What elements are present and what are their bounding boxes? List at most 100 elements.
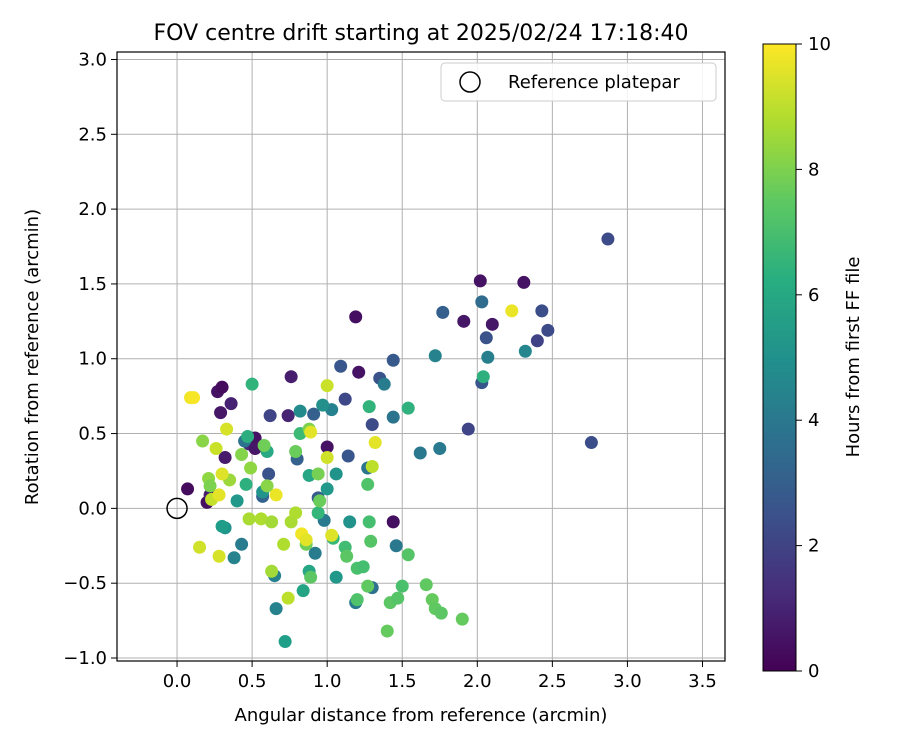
data-point (214, 406, 228, 420)
data-point (481, 350, 495, 364)
data-point (269, 602, 283, 616)
data-point (320, 440, 334, 454)
data-point (476, 370, 490, 384)
x-tick-label: 1.0 (313, 671, 342, 692)
data-point (263, 409, 277, 423)
reference-platepar-marker (166, 497, 188, 520)
data-point (265, 564, 279, 578)
data-point (389, 539, 403, 553)
data-point (325, 528, 339, 542)
data-point (313, 494, 327, 508)
data-point (343, 515, 357, 529)
data-point (227, 551, 241, 565)
data-point (517, 275, 531, 289)
data-point (349, 310, 363, 324)
data-point (293, 404, 307, 418)
data-point (289, 506, 303, 520)
data-point (473, 274, 487, 288)
data-point (218, 451, 232, 465)
data-point (433, 442, 447, 456)
colorbar (762, 43, 797, 672)
data-point (341, 449, 355, 463)
data-point (296, 584, 310, 598)
data-point (254, 512, 268, 526)
y-tick-label: 1.5 (78, 274, 107, 295)
data-point (428, 349, 442, 363)
data-point (455, 612, 469, 626)
grid-lines (117, 52, 725, 661)
data-point (304, 570, 318, 584)
data-point (262, 467, 276, 481)
x-tick-label: 1.5 (388, 671, 417, 692)
data-point (530, 334, 544, 348)
x-tick-label: 2.0 (463, 671, 492, 692)
legend-entry-reference: Reference platepar (508, 72, 680, 93)
data-point (362, 400, 376, 414)
y-tick-label: 2.5 (78, 124, 107, 145)
data-point (329, 570, 343, 584)
data-point (235, 537, 249, 551)
data-point (257, 439, 271, 453)
data-point (352, 365, 366, 379)
data-point (284, 370, 298, 384)
data-point (505, 304, 519, 318)
data-point (316, 398, 330, 412)
colorbar-tick-label: 0 (808, 661, 819, 682)
data-point (541, 323, 555, 337)
x-tick-label: 0.5 (238, 671, 267, 692)
data-point (320, 451, 334, 465)
data-point (278, 635, 292, 649)
data-point (413, 446, 427, 460)
data-point (307, 407, 321, 421)
data-point (311, 506, 325, 520)
data-point (350, 593, 364, 607)
data-point (391, 591, 405, 605)
data-point (241, 430, 255, 444)
data-point (334, 359, 348, 373)
data-point (230, 494, 244, 508)
data-point (401, 548, 415, 562)
data-point (281, 591, 295, 605)
data-point (187, 391, 201, 405)
x-axis-label: Angular distance from reference (arcmin) (235, 705, 608, 726)
data-point (362, 515, 376, 529)
data-point (245, 377, 259, 391)
data-point (365, 459, 379, 473)
data-point (212, 549, 226, 563)
data-point (193, 540, 207, 554)
colorbar-tick-label: 10 (808, 34, 831, 55)
legend-marker-icon (459, 71, 481, 93)
y-tick-label: −0.5 (63, 573, 107, 594)
colorbar-tick-label: 4 (808, 410, 819, 431)
y-tick-label: 0.0 (78, 498, 107, 519)
data-point (281, 409, 295, 423)
data-point (368, 436, 382, 450)
data-point (386, 410, 400, 424)
legend: Reference platepar (440, 62, 717, 102)
data-point (299, 533, 313, 547)
data-point (269, 488, 283, 502)
data-point (485, 317, 499, 331)
colorbar-ticks: 0 2 4 6 8 10 (796, 34, 831, 682)
data-point (434, 606, 448, 620)
data-point (518, 344, 532, 358)
chart-title: FOV centre drift starting at 2025/02/24 … (154, 21, 689, 46)
plot-frame (116, 51, 726, 662)
data-point (289, 445, 303, 459)
data-point (395, 579, 409, 593)
data-point (338, 392, 352, 406)
data-point (475, 295, 489, 309)
data-point (365, 418, 379, 432)
colorbar-tick-label: 2 (808, 536, 819, 557)
data-point (215, 467, 229, 481)
data-point (377, 377, 391, 391)
data-point (215, 519, 229, 533)
data-point (457, 314, 471, 328)
data-point (244, 461, 258, 475)
data-point (320, 379, 334, 393)
y-tick-label: 0.5 (78, 424, 107, 445)
data-point (209, 442, 223, 456)
data-point (356, 560, 370, 574)
data-point (386, 353, 400, 367)
